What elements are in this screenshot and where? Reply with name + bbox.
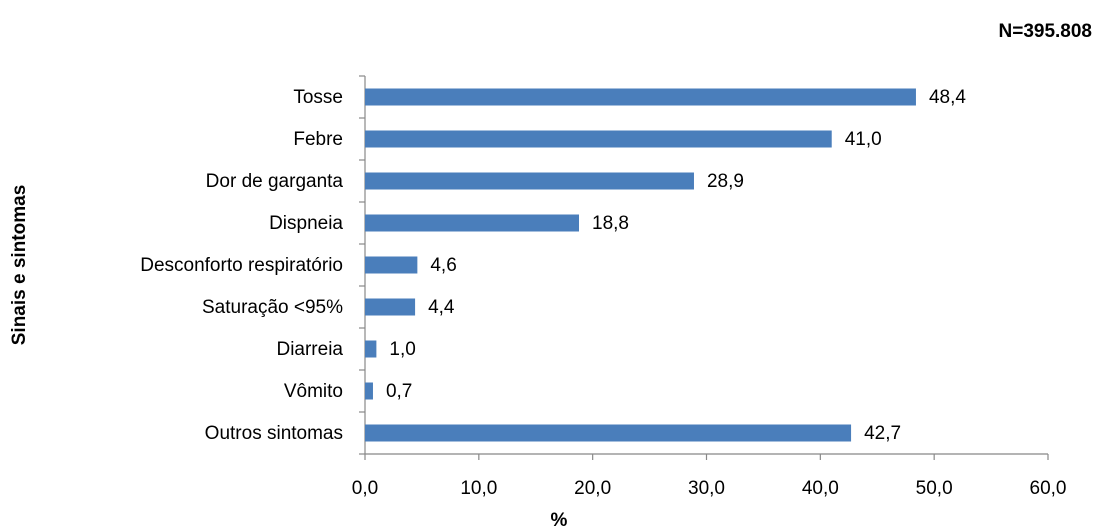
bar: [365, 382, 373, 400]
value-label: 0,7: [386, 381, 412, 402]
y-tick-label: Febre: [293, 129, 343, 150]
bar: [365, 298, 416, 316]
bar: [365, 340, 377, 358]
y-tick-label: Dispneia: [269, 213, 343, 234]
value-label: 28,9: [707, 171, 744, 192]
bar: [365, 424, 852, 442]
value-label: 48,4: [929, 87, 966, 108]
x-tick-label: 40,0: [802, 478, 839, 499]
x-tick-label: 20,0: [574, 478, 611, 499]
x-tick-label: 30,0: [688, 478, 725, 499]
bar: [365, 88, 916, 106]
bar: [365, 214, 580, 232]
y-tick-label: Diarreia: [276, 339, 343, 360]
x-tick-label: 0,0: [352, 478, 378, 499]
value-label: 4,4: [428, 297, 455, 318]
bar: [365, 256, 418, 274]
y-axis-label: Sinais e sintomas: [9, 185, 30, 346]
x-tick-label: 10,0: [460, 478, 497, 499]
value-label: 18,8: [592, 213, 629, 234]
y-tick-label: Dor de garganta: [206, 171, 344, 192]
value-label: 4,6: [430, 255, 456, 276]
value-label: 42,7: [864, 423, 901, 444]
value-label: 1,0: [389, 339, 415, 360]
y-tick-label: Tosse: [293, 87, 343, 108]
x-axis-label: %: [551, 510, 568, 531]
note: N=395.808: [999, 21, 1093, 42]
y-tick-label: Vômito: [284, 381, 343, 402]
y-tick-label: Outros sintomas: [205, 423, 343, 444]
value-label: 41,0: [845, 129, 882, 150]
x-tick-label: 60,0: [1030, 478, 1067, 499]
bar: [365, 130, 832, 148]
y-tick-label: Desconforto respiratório: [140, 255, 343, 276]
x-tick-label: 50,0: [916, 478, 953, 499]
y-tick-label: Saturação <95%: [202, 297, 343, 318]
bar: [365, 172, 694, 190]
